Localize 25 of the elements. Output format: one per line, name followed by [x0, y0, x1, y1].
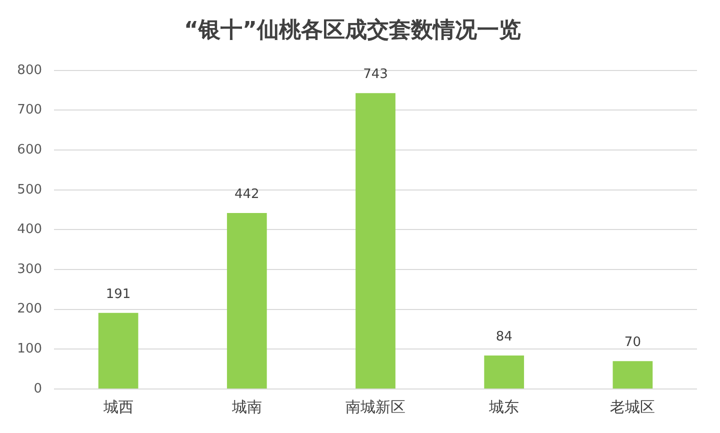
data-label: 191 [106, 286, 131, 302]
data-label: 743 [363, 66, 388, 82]
y-tick-label: 0 [34, 381, 42, 396]
y-tick-label: 200 [17, 302, 42, 317]
data-label: 442 [234, 186, 260, 202]
x-tick-label: 城南 [230, 398, 262, 416]
y-tick-label: 700 [17, 102, 42, 118]
x-tick-label: 城西 [102, 398, 134, 416]
chart-title: “银十”仙桃各区成交套数情况一览 [184, 16, 521, 43]
bar [484, 356, 524, 388]
y-tick-label: 300 [17, 262, 42, 277]
x-tick-label: 城东 [488, 398, 520, 416]
bar [98, 312, 138, 388]
bar [356, 93, 396, 388]
y-tick-label: 400 [17, 222, 42, 238]
data-label: 84 [496, 329, 512, 344]
x-tick-label: 老城区 [610, 398, 656, 416]
y-tick-label: 600 [17, 142, 42, 158]
y-tick-label: 100 [17, 342, 42, 357]
y-tick-label: 800 [17, 62, 42, 78]
bar [612, 361, 653, 388]
x-tick-label: 南城新区 [346, 398, 406, 416]
y-tick-label: 500 [17, 182, 42, 198]
data-label: 70 [624, 334, 641, 350]
bar [226, 212, 267, 388]
